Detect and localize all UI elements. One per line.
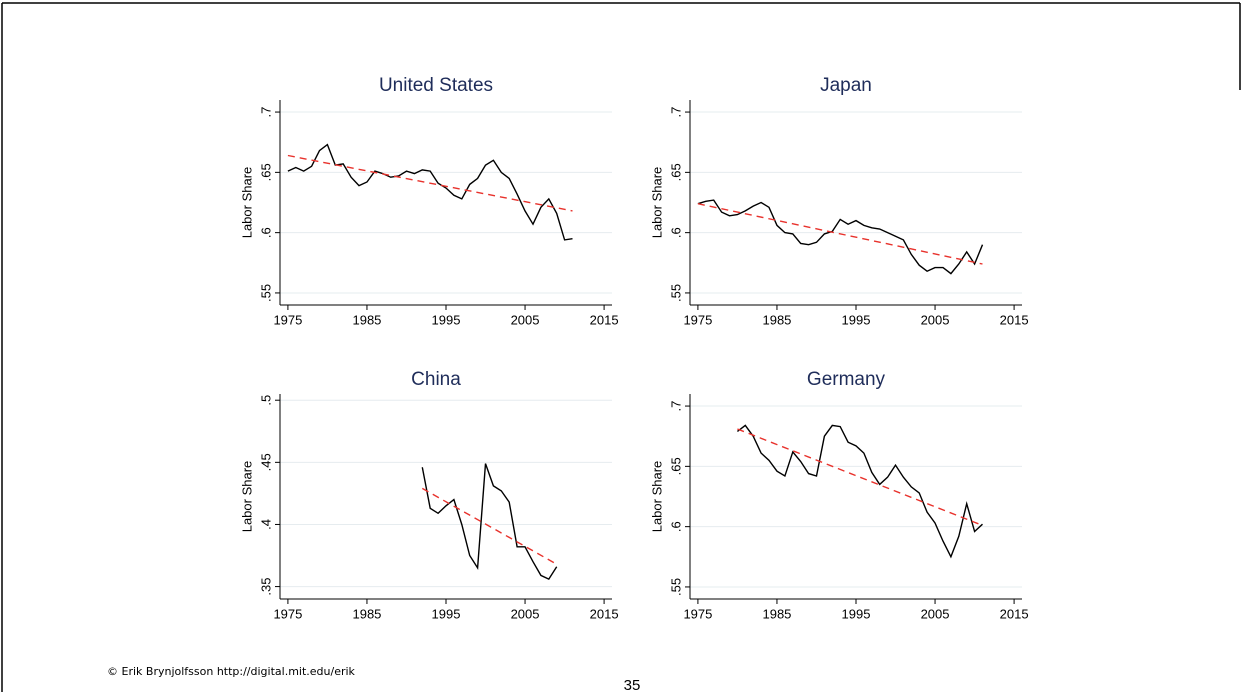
y-axis-label: Labor Share <box>649 167 664 239</box>
series-line <box>697 199 984 275</box>
series-line <box>736 424 983 559</box>
chart-title: Japan <box>820 75 872 96</box>
footer: © Erik Brynjolfsson http://digital.mit.e… <box>107 665 356 678</box>
x-tick-label: 2015 <box>1000 606 1029 621</box>
x-tick-label: 2005 <box>511 606 540 621</box>
y-tick-label: .7 <box>668 107 683 118</box>
x-tick-label: 1975 <box>273 606 302 621</box>
x-tick-label: 1975 <box>273 312 302 327</box>
x-tick-label: 2015 <box>1000 312 1029 327</box>
x-tick-label: 2015 <box>590 312 619 327</box>
y-tick-label: .65 <box>668 163 683 181</box>
x-tick-label: 1985 <box>762 606 791 621</box>
x-tick-label: 1985 <box>762 312 791 327</box>
y-tick-label: .55 <box>258 284 273 302</box>
chart-title: China <box>411 369 461 390</box>
series-line <box>737 428 983 527</box>
chart-title: Germany <box>807 369 886 390</box>
y-tick-label: .65 <box>258 163 273 181</box>
y-tick-label: .65 <box>668 457 683 475</box>
y-tick-label: .6 <box>258 227 273 238</box>
x-tick-label: 1985 <box>352 312 381 327</box>
y-tick-label: .6 <box>668 521 683 532</box>
series-line <box>421 463 558 580</box>
series-line <box>421 487 558 565</box>
series-line <box>287 143 573 241</box>
page-number: 35 <box>624 677 641 694</box>
x-tick-label: 1995 <box>842 312 871 327</box>
x-tick-label: 1975 <box>683 312 712 327</box>
x-tick-label: 2005 <box>921 312 950 327</box>
x-tick-label: 2005 <box>921 606 950 621</box>
x-tick-label: 1985 <box>352 606 381 621</box>
y-tick-label: .7 <box>258 107 273 118</box>
y-tick-label: .7 <box>668 401 683 412</box>
x-tick-label: 1995 <box>432 312 461 327</box>
x-tick-label: 1995 <box>432 606 461 621</box>
y-tick-label: .35 <box>258 578 273 596</box>
y-tick-label: .45 <box>258 453 273 471</box>
y-tick-label: .55 <box>668 578 683 596</box>
y-tick-label: .4 <box>258 519 273 530</box>
x-tick-label: 2005 <box>511 312 540 327</box>
y-axis-label: Labor Share <box>649 461 664 533</box>
y-axis-label: Labor Share <box>239 167 254 239</box>
chart-title: United States <box>379 75 493 96</box>
series-line <box>287 154 573 212</box>
y-axis-label: Labor Share <box>239 461 254 533</box>
x-tick-label: 1975 <box>683 606 712 621</box>
y-tick-label: .6 <box>668 227 683 238</box>
y-tick-label: .55 <box>668 284 683 302</box>
y-tick-label: .5 <box>258 395 273 406</box>
x-tick-label: 1995 <box>842 606 871 621</box>
series-line <box>697 203 983 265</box>
x-tick-label: 2015 <box>590 606 619 621</box>
